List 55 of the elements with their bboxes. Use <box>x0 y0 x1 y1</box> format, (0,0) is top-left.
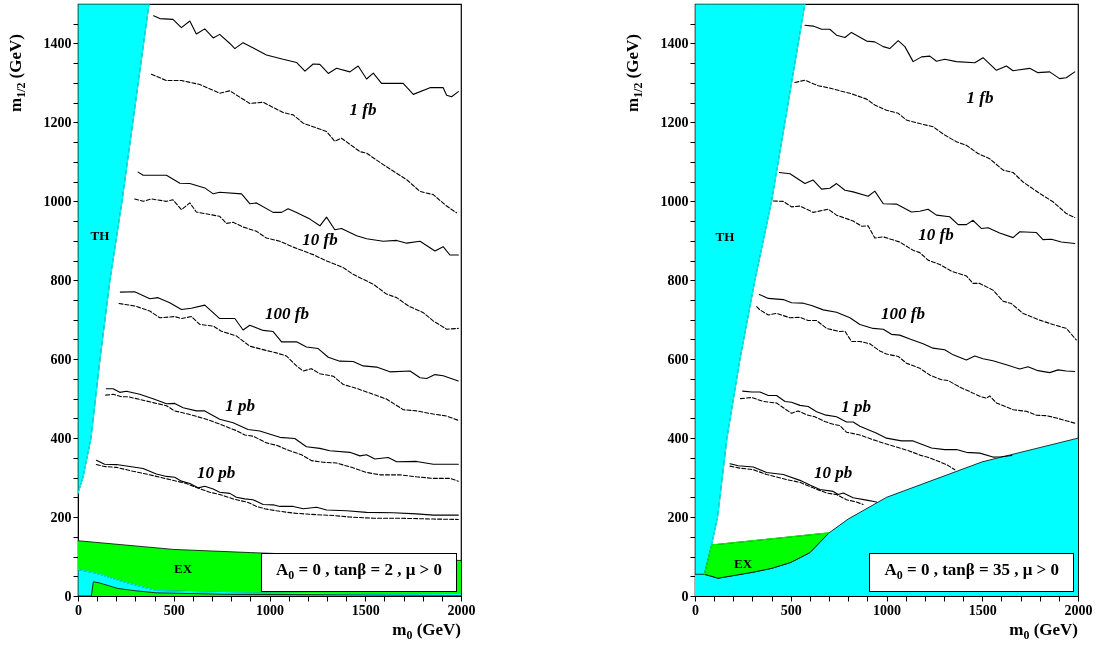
y-tick-label: 800 <box>50 272 72 288</box>
y-tick-label: 400 <box>50 430 72 446</box>
annotation: 10 fb <box>302 230 338 249</box>
y-tick-label: 600 <box>667 351 689 367</box>
annotation: 100 fb <box>265 304 309 323</box>
line-series <box>804 24 1076 80</box>
annotation: TH <box>715 229 735 244</box>
line-series <box>758 293 1076 374</box>
annotation: 1 fb <box>966 88 994 107</box>
y-tick-label: 1400 <box>660 35 689 51</box>
line-series <box>153 15 459 98</box>
annotation: 10 fb <box>918 225 954 244</box>
y-tick-label: 1200 <box>660 114 689 130</box>
y-tick-label: 1200 <box>43 114 72 130</box>
x-tick-label: 0 <box>692 602 699 618</box>
annotation: TH <box>90 228 110 243</box>
y-tick-label: 600 <box>50 351 72 367</box>
y-tick-label: 1400 <box>43 35 72 51</box>
line-series <box>119 291 459 382</box>
y-tick-label: 200 <box>667 509 689 525</box>
line-series <box>134 198 459 330</box>
annotation: EX <box>733 556 753 571</box>
y-tick-label: 0 <box>681 588 689 604</box>
annotation: EX <box>173 561 193 576</box>
x-axis-title: m$_{0}$ (GeV) <box>392 620 461 645</box>
x-tick-label: 1000 <box>256 602 284 618</box>
annotation: 100 fb <box>881 304 925 323</box>
annotation: 10 pb <box>813 463 853 482</box>
annotation: 10 pb <box>196 463 236 482</box>
annotation: 1 pb <box>841 397 871 416</box>
line-series <box>137 171 459 256</box>
x-tick-label: 500 <box>780 602 802 618</box>
y-tick-label: 400 <box>667 430 689 446</box>
y-tick-label: 1000 <box>660 193 689 209</box>
annotation: 1 fb <box>349 100 377 119</box>
line-series <box>778 171 1076 245</box>
x-tick-label: 1500 <box>351 602 380 618</box>
x-tick-label: 1500 <box>968 602 997 618</box>
y-tick-label: 800 <box>667 272 689 288</box>
annotation: A$_{0}$ = 0 , tanβ = 2 , μ > 0 <box>260 552 457 592</box>
x-tick-label: 500 <box>163 602 185 618</box>
x-tick-label: 1000 <box>873 602 901 618</box>
x-tick-label: 0 <box>75 602 82 618</box>
annotation: A$_{0}$ = 0 , tanβ = 35 , μ > 0 <box>869 552 1074 592</box>
line-series <box>150 73 458 214</box>
x-axis-title: m$_{0}$ (GeV) <box>1009 620 1078 645</box>
annotation: 1 pb <box>225 396 255 415</box>
line-series <box>756 306 1076 424</box>
x-tick-label: 2000 <box>447 602 476 618</box>
line-series <box>794 79 1076 219</box>
y-tick-label: 1000 <box>43 193 72 209</box>
y-tick-label: 0 <box>64 588 72 604</box>
line-series <box>118 303 459 421</box>
x-tick-label: 2000 <box>1064 602 1093 618</box>
y-tick-label: 200 <box>50 509 72 525</box>
